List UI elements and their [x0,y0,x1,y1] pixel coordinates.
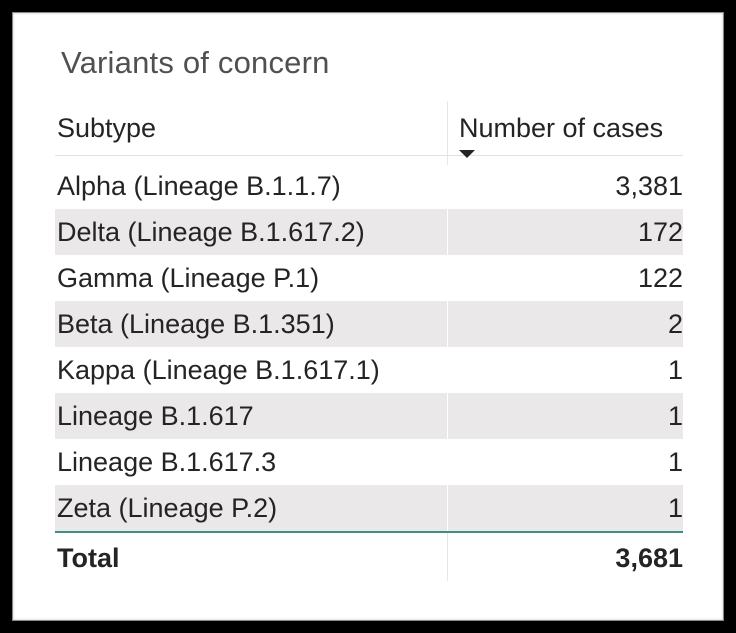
cell-number-of-cases: 172 [637,216,683,247]
cell-number-of-cases: 1 [667,354,683,385]
cell-subtype: Delta (Lineage B.1.617.2) [57,216,365,247]
table-header: Subtype Number of cases [55,89,683,165]
column-divider [447,393,448,439]
cell-subtype: Beta (Lineage B.1.351) [57,308,335,339]
column-divider [447,301,448,347]
table-row[interactable]: Kappa (Lineage B.1.617.1) 1 [55,347,683,393]
table-row[interactable]: Lineage B.1.617 1 [55,393,683,439]
table-body: Alpha (Lineage B.1.1.7) 3,381 Delta (Lin… [55,163,683,531]
cell-number-of-cases: 1 [667,446,683,477]
cell-number-of-cases: 122 [637,262,683,293]
cell-number-of-cases: 1 [667,492,683,523]
visual-title: Variants of concern [61,45,330,77]
cell-subtype: Lineage B.1.617 [57,400,254,431]
column-header-number-of-cases[interactable]: Number of cases [459,113,664,143]
table-row[interactable]: Delta (Lineage B.1.617.2) 172 [55,209,683,255]
table-row[interactable]: Lineage B.1.617.3 1 [55,439,683,485]
sort-descending-icon[interactable] [459,150,475,158]
table-row[interactable]: Gamma (Lineage P.1) 122 [55,255,683,301]
column-divider [447,485,448,531]
column-divider [447,533,448,581]
table-row[interactable]: Alpha (Lineage B.1.1.7) 3,381 [55,163,683,209]
column-header-subtype[interactable]: Subtype [57,113,157,143]
cell-number-of-cases: 3,381 [615,170,683,201]
column-divider [447,209,448,255]
cell-number-of-cases: 2 [667,308,683,339]
total-label: Total [57,542,120,573]
column-divider [447,101,448,165]
cell-subtype: Kappa (Lineage B.1.617.1) [57,354,380,385]
cases-table: Subtype Number of cases Alpha (Lineage B… [55,89,683,583]
cell-subtype: Lineage B.1.617.3 [57,446,277,477]
table-row[interactable]: Zeta (Lineage P.2) 1 [55,485,683,531]
table-row[interactable]: Beta (Lineage B.1.351) 2 [55,301,683,347]
table-visual: Variants of concern Subtype Number of ca… [12,12,724,621]
cell-subtype: Alpha (Lineage B.1.1.7) [57,170,341,201]
cell-subtype: Zeta (Lineage P.2) [57,492,278,523]
cell-subtype: Gamma (Lineage P.1) [57,262,320,293]
table-total-row: Total 3,681 [55,531,683,583]
total-number-of-cases: 3,681 [615,542,683,573]
cell-number-of-cases: 1 [667,400,683,431]
